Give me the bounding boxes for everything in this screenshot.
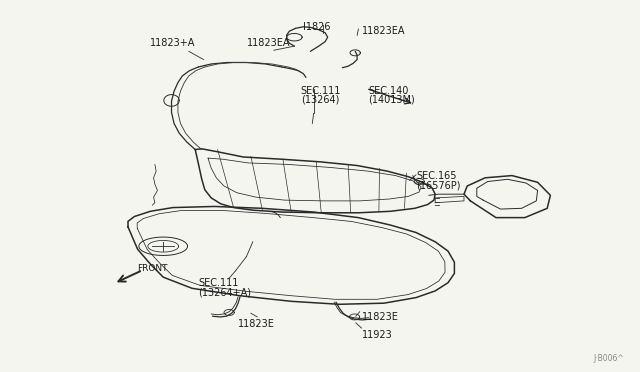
Text: (16576P): (16576P) xyxy=(416,180,461,190)
Text: 11823EA: 11823EA xyxy=(362,26,405,36)
Text: FRONT: FRONT xyxy=(138,264,168,273)
Text: 11923: 11923 xyxy=(362,330,392,340)
Text: (13264+A): (13264+A) xyxy=(198,287,252,297)
Text: SEC.165: SEC.165 xyxy=(416,171,456,181)
Text: 11823E: 11823E xyxy=(237,319,275,329)
Text: 11823+A: 11823+A xyxy=(150,38,195,48)
Text: I1826: I1826 xyxy=(303,22,330,32)
Text: 11823EA: 11823EA xyxy=(247,38,291,48)
Text: SEC.111: SEC.111 xyxy=(198,278,239,288)
Text: J·B006^: J·B006^ xyxy=(593,354,624,363)
Text: (13264): (13264) xyxy=(301,95,339,105)
Text: (14013M): (14013M) xyxy=(368,95,415,105)
Text: 11823E: 11823E xyxy=(362,312,399,322)
Text: SEC.111: SEC.111 xyxy=(301,86,341,96)
Text: SEC.140: SEC.140 xyxy=(368,86,408,96)
